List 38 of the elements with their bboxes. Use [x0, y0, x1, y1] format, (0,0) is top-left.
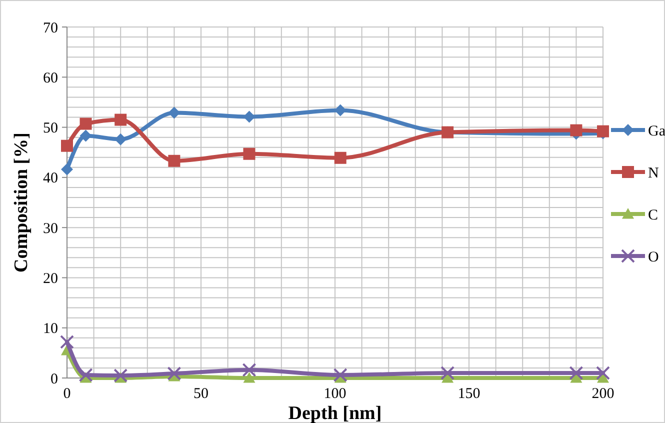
x-axis-title: Depth [nm] [288, 403, 382, 423]
x-tick-label: 0 [63, 386, 71, 402]
y-tick-label: 70 [43, 20, 58, 36]
point [78, 368, 93, 382]
x-tick-label: 150 [458, 386, 480, 402]
point [80, 118, 92, 130]
point [60, 334, 74, 349]
point [333, 368, 348, 382]
point [570, 124, 582, 136]
legend-label: Ga [648, 123, 665, 140]
legend-label: N [648, 165, 659, 182]
y-tick-label: 10 [43, 321, 58, 338]
legend-label: O [648, 249, 659, 266]
point [596, 366, 610, 380]
point [440, 366, 455, 380]
point [243, 148, 256, 160]
point [61, 163, 73, 176]
point [569, 366, 584, 380]
point [114, 368, 128, 382]
x-tick-label: 200 [592, 386, 614, 402]
point [167, 366, 182, 380]
point [61, 140, 73, 152]
x-tick-label: 100 [324, 386, 346, 402]
y-tick-label: 20 [43, 270, 58, 287]
point [114, 133, 127, 146]
point [168, 154, 180, 167]
point [242, 362, 256, 377]
legend-label: C [648, 207, 658, 224]
point [334, 152, 346, 164]
y-tick-label: 30 [43, 220, 58, 237]
y-tick-label: 40 [43, 170, 58, 187]
y-tick-label: 0 [50, 371, 58, 388]
y-tick-label: 50 [43, 120, 58, 137]
x-tick-label: 50 [194, 386, 208, 402]
y-tick-label: 60 [43, 70, 58, 86]
point [114, 114, 127, 126]
point [243, 372, 256, 383]
y-axis-title: Composition [%] [11, 132, 32, 272]
